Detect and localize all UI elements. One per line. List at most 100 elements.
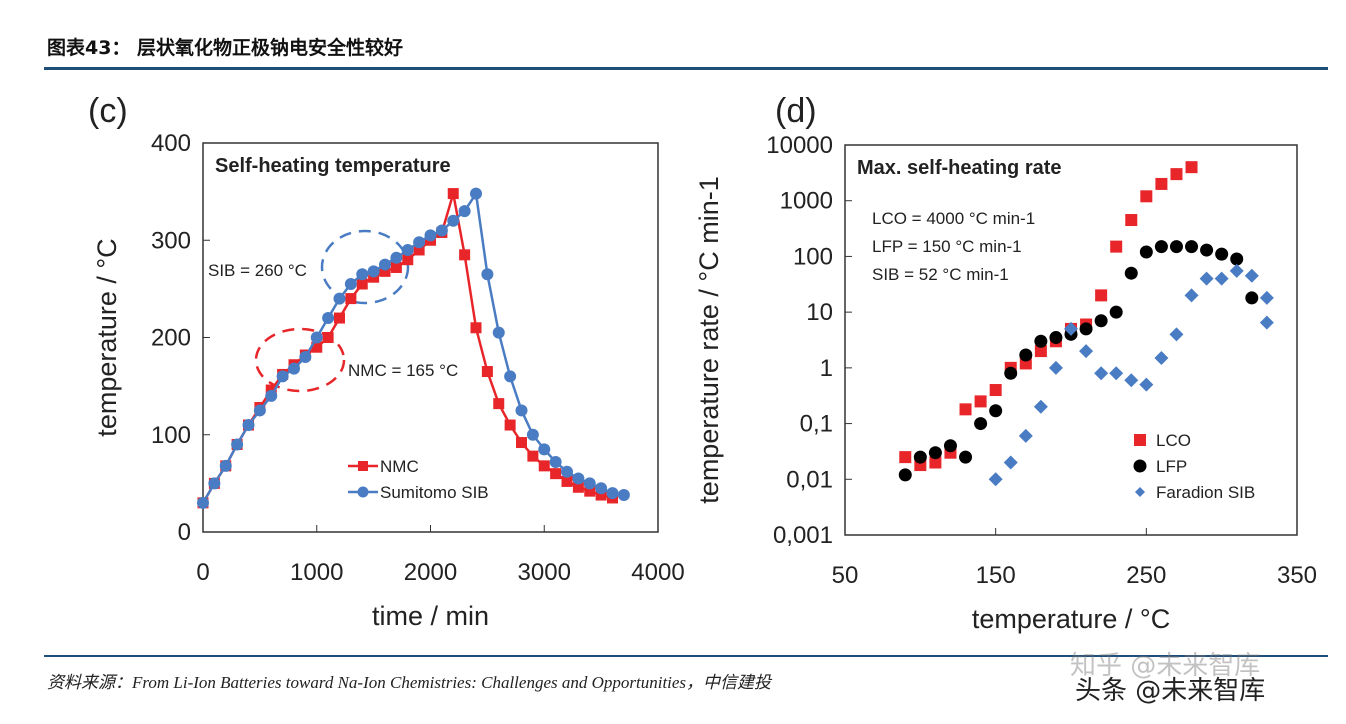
y-tick-label: 1000 xyxy=(780,188,833,215)
faradion-sib-point xyxy=(1048,360,1063,375)
lfp-point xyxy=(1245,291,1259,305)
faradion-sib-point xyxy=(1079,344,1094,359)
sumitomo-sib-point xyxy=(583,477,596,490)
sumitomo-sib-point xyxy=(481,268,494,281)
plot-frame xyxy=(844,144,1298,536)
legend-marker xyxy=(1133,459,1147,473)
lfp-point xyxy=(1004,366,1018,380)
lco-point xyxy=(1034,345,1047,358)
lco-point xyxy=(1110,240,1123,253)
watermark-toutiao: 头条 @未来智库 xyxy=(1075,676,1266,706)
legend-label: Faradion SIB xyxy=(1156,483,1255,502)
panel-label: (d) xyxy=(775,92,817,130)
sumitomo-sib-point xyxy=(197,496,209,509)
lfp-point xyxy=(1049,331,1063,345)
nmc-point xyxy=(322,332,334,343)
x-tick-label: 250 xyxy=(1126,562,1166,589)
faradion-sib-point xyxy=(1139,377,1154,392)
sumitomo-sib-point xyxy=(231,438,244,451)
faradion-sib-point xyxy=(1109,366,1124,381)
annotation: LFP = 150 °C min-1 xyxy=(872,237,1022,256)
y-tick-label: 10000 xyxy=(766,132,833,159)
nmc-point xyxy=(447,188,459,200)
nmc-point xyxy=(334,312,345,324)
lfp-point xyxy=(1230,252,1244,266)
y-axis-label: temperature / °C xyxy=(92,238,122,436)
sumitomo-sib-point xyxy=(617,489,630,502)
y-axis-label: temperature rate / °C min-1 xyxy=(694,176,724,503)
lfp-point xyxy=(1034,334,1048,348)
sumitomo-sib-point xyxy=(526,428,539,441)
sib-highlight-ellipse xyxy=(320,229,410,305)
nmc-point xyxy=(584,485,596,497)
header-divider xyxy=(44,67,1328,70)
sumitomo-sib-point xyxy=(390,251,403,264)
lfp-point xyxy=(974,417,988,431)
x-axis-label: time / min xyxy=(372,601,489,631)
lfp-point xyxy=(1079,322,1093,336)
nmc-point xyxy=(550,468,562,480)
faradion-sib-point xyxy=(1003,455,1018,470)
lfp-point xyxy=(1124,266,1138,280)
annotation: LCO = 4000 °C min-1 xyxy=(872,209,1035,228)
x-axis-label: temperature / °C xyxy=(972,604,1170,634)
lco-point xyxy=(1125,214,1138,227)
legend-marker xyxy=(358,461,368,471)
x-tick-label: 350 xyxy=(1277,562,1317,589)
nmc-point xyxy=(402,254,414,266)
lfp-point xyxy=(1139,245,1153,259)
faradion-sib-point xyxy=(1033,399,1048,414)
lfp-point xyxy=(959,450,973,464)
nmc-point xyxy=(390,261,402,273)
faradion-sib-point xyxy=(1018,428,1033,443)
y-tick-label: 1 xyxy=(820,355,833,382)
lfp-point xyxy=(943,439,957,453)
sumitomo-sib-point xyxy=(265,389,278,402)
sumitomo-sib-point xyxy=(515,404,528,417)
sumitomo-sib-point xyxy=(504,370,517,383)
lfp-point xyxy=(1200,243,1214,257)
sumitomo-sib-point xyxy=(208,477,221,490)
chart-title: Self-heating temperature xyxy=(215,155,451,177)
lfp-point xyxy=(1215,247,1229,261)
sumitomo-sib-point xyxy=(379,258,391,271)
y-tick-label: 0,1 xyxy=(800,411,833,438)
nmc-point xyxy=(595,489,607,501)
legend-label: LCO xyxy=(1156,431,1191,450)
sumitomo-sib-point xyxy=(595,482,608,495)
sumitomo-sib-point xyxy=(299,350,312,363)
sumitomo-sib-point xyxy=(435,224,448,237)
panel-label: (c) xyxy=(88,92,128,130)
watermark-zhihu: 知乎 @未来智库 xyxy=(1070,651,1261,681)
lfp-point xyxy=(989,404,1003,418)
sumitomo-sib-point xyxy=(356,268,369,281)
sumitomo-sib-point xyxy=(322,312,335,325)
sumitomo-sib-point xyxy=(447,214,460,227)
sumitomo-sib-point xyxy=(310,331,323,344)
lco-point xyxy=(1185,161,1198,174)
sumitomo-sib-point xyxy=(606,487,619,500)
faradion-sib-point xyxy=(1094,366,1109,381)
sumitomo-sib-point xyxy=(242,419,255,432)
nmc-point xyxy=(345,293,357,305)
nmc-point xyxy=(379,265,391,277)
sumitomo-sib-point xyxy=(572,472,585,485)
sumitomo-sib-point xyxy=(470,187,482,200)
lco-point xyxy=(1140,190,1153,203)
x-tick-label: 2000 xyxy=(404,559,457,586)
x-tick-label: 4000 xyxy=(631,559,684,586)
legend-marker xyxy=(357,486,369,498)
sumitomo-sib-point xyxy=(276,370,289,383)
sumitomo-sib-point xyxy=(492,326,505,339)
legend-label: NMC xyxy=(380,457,419,476)
footer-divider xyxy=(44,655,1328,657)
sumitomo-sib-point xyxy=(219,459,232,472)
lfp-point xyxy=(1019,348,1033,362)
faradion-sib-point xyxy=(1064,321,1078,336)
nmc-point xyxy=(311,341,323,353)
nmc-highlight-ellipse xyxy=(254,327,346,393)
legend-label: LFP xyxy=(1156,457,1187,476)
nmc-point xyxy=(493,398,505,410)
nmc-point xyxy=(459,249,471,261)
